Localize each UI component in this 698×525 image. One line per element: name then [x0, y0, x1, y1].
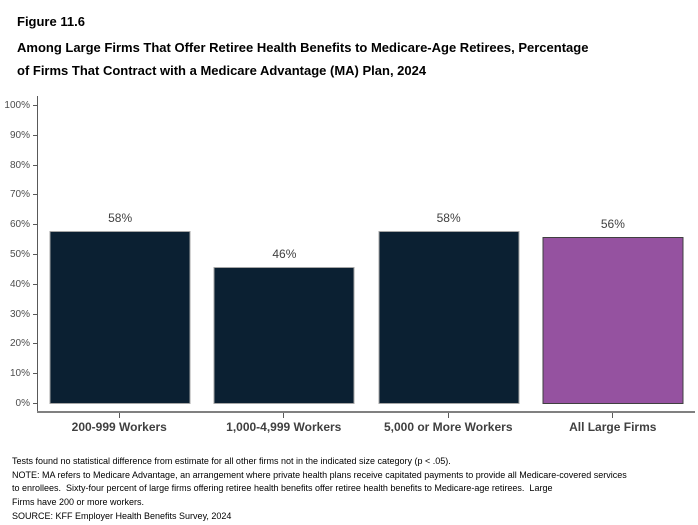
y-tick-mark: [33, 134, 37, 136]
y-tick-label: 40%: [9, 278, 30, 290]
y-tick-mark: [33, 254, 37, 255]
x-tick-slot: [202, 413, 367, 418]
category-label: 1,000-4,999 Workers: [226, 420, 342, 434]
figure-title-line: of Firms That Contract with a Medicare A…: [17, 63, 427, 78]
x-tick-slot: [37, 413, 202, 418]
x-tick-mark: [447, 413, 449, 418]
bar-slot: 58%: [367, 96, 531, 404]
y-tick-label: 80%: [9, 159, 30, 171]
y-tick-label: 60%: [9, 219, 30, 231]
bar-slot: 56%: [531, 96, 695, 404]
category-label: 200-999 Workers: [71, 420, 167, 434]
y-tick-label: 50%: [9, 249, 30, 260]
bars-area: 58% 46% 58% 56%: [38, 96, 695, 404]
y-tick-mark: [33, 343, 37, 345]
y-tick-label: 30%: [9, 308, 30, 320]
bar-3: [378, 231, 520, 404]
category-label: 5,000 or More Workers: [383, 420, 513, 434]
footnote-line: Firms have 200 or more workers.: [12, 497, 145, 508]
y-tick-mark: [33, 224, 37, 226]
bar-slot: 46%: [202, 96, 366, 404]
footnote-line: Tests found no statistical difference fr…: [12, 456, 451, 466]
y-tick-mark: [33, 164, 37, 166]
x-tick-mark: [612, 413, 614, 418]
y-tick-mark: [33, 194, 37, 196]
bar-value-label: 58%: [436, 211, 461, 226]
y-tick-label: 90%: [9, 129, 30, 141]
y-tick-label: 70%: [9, 189, 30, 201]
y-tick-label: 20%: [9, 338, 30, 350]
y-tick-label: 0%: [15, 398, 30, 409]
y-tick-mark: [33, 373, 37, 375]
y-tick-mark: [33, 403, 37, 404]
footnote-line: NOTE: MA refers to Medicare Advantage, a…: [12, 469, 627, 480]
figure-title-line: Among Large Firms That Offer Retiree Hea…: [17, 40, 589, 55]
bar-slot: 58%: [38, 96, 202, 404]
bar-value-label: 58%: [108, 211, 133, 226]
x-axis-ticks: [37, 413, 695, 418]
x-axis-labels: 200-999 Workers 1,000-4,999 Workers 5,000 …: [37, 420, 695, 434]
bar-value-label: 46%: [272, 246, 297, 261]
x-tick-mark: [283, 413, 285, 418]
x-tick-slot: [366, 413, 531, 418]
bar-value-label: 56%: [600, 217, 625, 232]
x-axis-line: [37, 411, 695, 413]
figure-title: Among Large Firms That Offer Retiree Hea…: [17, 36, 669, 82]
chart-panel: 0% 10% 20% 30% 40% 50% 60% 70% 80% 90% 100% 58% 46%…: [4, 96, 695, 413]
y-tick-mark: [33, 105, 37, 106]
x-tick-slot: [531, 413, 696, 418]
y-tick-label: 100%: [4, 100, 30, 111]
bar-4: [542, 237, 684, 404]
y-tick-mark: [33, 313, 37, 315]
footnote-line: SOURCE: KFF Employer Health Benefits Sur…: [12, 510, 232, 521]
y-tick-label: 10%: [9, 368, 30, 380]
y-tick-mark: [33, 283, 37, 285]
footnote-line: to enrollees. Sixty-four percent of larg…: [12, 483, 553, 494]
category-label: All Large Firms: [569, 420, 657, 434]
bar-1: [49, 231, 191, 404]
figure-number: Figure 11.6: [17, 14, 85, 29]
footnotes: Tests found no statistical difference fr…: [12, 455, 692, 524]
bar-2: [213, 266, 355, 404]
x-tick-mark: [118, 413, 120, 418]
